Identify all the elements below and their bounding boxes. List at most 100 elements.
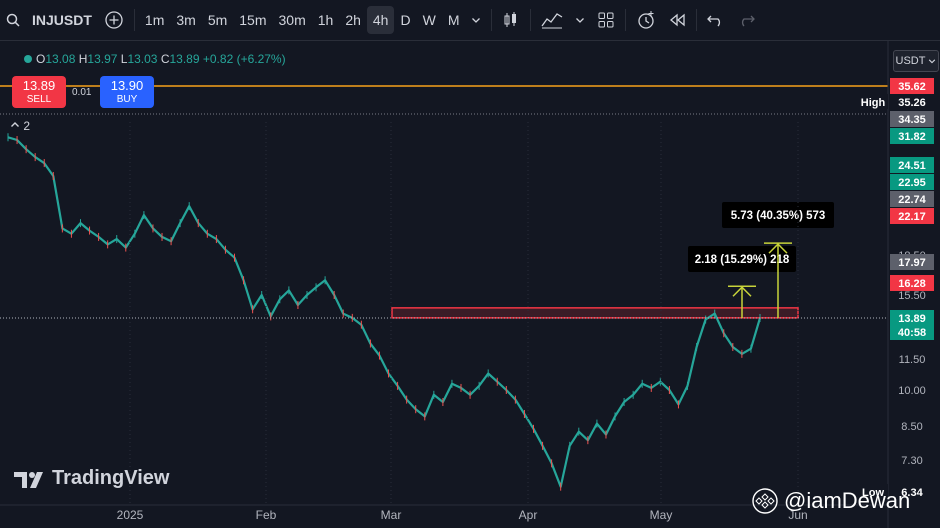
price-label-bg xyxy=(890,191,934,207)
author-handle: @iamDewan xyxy=(784,488,911,513)
timeframe-30m[interactable]: 30m xyxy=(278,12,306,28)
close-value: 13.89 xyxy=(169,52,200,66)
close-label: C xyxy=(160,52,170,66)
price-label-bg xyxy=(890,275,934,291)
timeframe-m[interactable]: M xyxy=(447,12,460,28)
timeframe-15m[interactable]: 15m xyxy=(239,12,267,28)
price-tick-label: 10.00 xyxy=(898,385,926,397)
timeframe-1h[interactable]: 1h xyxy=(317,12,334,28)
candles-chart-type-icon[interactable] xyxy=(496,6,526,34)
layout-grid-icon[interactable] xyxy=(591,6,621,34)
price-chart[interactable]: 2.18 (15.29%) 218 5.73 (40.35%) 573 2025 F… xyxy=(0,41,940,528)
price-tick-label: 34.35 xyxy=(898,114,926,126)
change-value: +0.82 (+6.27%) xyxy=(202,52,286,66)
axis-tag-label: Low xyxy=(862,487,884,499)
timeframe-2h[interactable]: 2h xyxy=(345,12,361,28)
currency-label: USDT xyxy=(895,55,926,67)
low-label: L xyxy=(120,52,128,66)
toolbar-divider xyxy=(530,9,532,31)
axis-tag-label: High xyxy=(861,97,886,109)
price-axis[interactable]: 35.62 High 35.26 34.35 31.82 24.51 22.95 22.74 2… xyxy=(858,41,934,528)
axis-tag-bg xyxy=(858,94,888,109)
buy-label: BUY xyxy=(116,94,138,105)
price-label-bg xyxy=(890,157,934,173)
target-annotations: 2.18 (15.29%) 218 5.73 (40.35%) 573 xyxy=(688,202,834,318)
time-tick-label: Mar xyxy=(381,508,402,522)
timeframe-4h[interactable]: 4h xyxy=(366,6,395,34)
price-tick-label: 31.82 xyxy=(898,131,926,143)
price-tick-label: 22.95 xyxy=(898,177,926,189)
price-tick-label: 6.34 xyxy=(901,487,923,499)
indicators-chevron-down-icon[interactable] xyxy=(569,6,591,34)
price-tick-label: 22.17 xyxy=(898,211,926,223)
target-arrow-head xyxy=(732,286,752,297)
price-tick-label: 8.50 xyxy=(901,421,922,433)
price-tick-label: 35.26 xyxy=(898,97,926,109)
price-label-bg xyxy=(890,324,934,340)
open-value: 13.08 xyxy=(45,52,76,66)
redo-icon[interactable] xyxy=(731,6,761,34)
timeframe-5m[interactable]: 5m xyxy=(207,12,228,28)
price-tick-label: 15.50 xyxy=(898,290,926,302)
author-watermark: @iamDewan xyxy=(752,488,910,514)
price-tick-label: 7.30 xyxy=(901,455,922,467)
replay-rewind-icon[interactable] xyxy=(662,6,692,34)
timeframe-1m[interactable]: 1m xyxy=(144,12,165,28)
target-label: 5.73 (40.35%) 573 xyxy=(731,210,826,222)
price-line xyxy=(7,136,762,488)
currency-chevron-down-icon xyxy=(929,59,936,64)
zone-box xyxy=(391,307,799,319)
time-tick-label: May xyxy=(650,508,673,522)
low-value: 13.03 xyxy=(127,52,158,66)
chevron-up-icon xyxy=(11,122,19,127)
undo-icon[interactable] xyxy=(701,6,731,34)
buy-price: 13.90 xyxy=(110,78,144,93)
price-tick-label: 17.97 xyxy=(898,257,926,269)
symbol-search-icon[interactable] xyxy=(0,6,26,34)
symbol-name[interactable]: INJUSDT xyxy=(32,12,92,28)
time-axis: 2025 Feb Mar Apr May Jun xyxy=(0,122,888,522)
indicator-count: 2 xyxy=(23,119,31,133)
ohlc-legend: O13.08 H13.97 L13.03 C13.89 +0.82 (+6.27… xyxy=(36,52,286,66)
price-tick-label: 11.50 xyxy=(899,354,926,366)
timeframe-more-chevron-icon[interactable] xyxy=(465,6,487,34)
resistance-zone xyxy=(391,307,799,319)
target-arrow-head xyxy=(768,243,788,254)
price-series xyxy=(7,133,762,491)
price-label-bg xyxy=(890,254,934,270)
toolbar-divider xyxy=(491,9,493,31)
indicators-toggle[interactable]: 2 xyxy=(10,119,30,133)
alert-clock-icon[interactable] xyxy=(630,6,662,34)
price-label-bg xyxy=(890,208,934,224)
price-tick-label: 40:58 xyxy=(898,327,926,339)
price-label-bg xyxy=(890,484,934,500)
high-label: H xyxy=(78,52,88,66)
toolbar-divider xyxy=(625,9,627,31)
high-value: 13.97 xyxy=(87,52,118,66)
price-label-bg xyxy=(890,174,934,190)
time-tick-label: Jun xyxy=(788,508,807,522)
binance-logo-icon xyxy=(752,488,778,514)
price-label-bg xyxy=(890,111,934,127)
toolbar-divider xyxy=(133,9,135,31)
spread-value: 0.01 xyxy=(72,87,92,98)
time-tick-label: Apr xyxy=(519,508,538,522)
price-tick-label: 24.51 xyxy=(898,160,926,172)
timeframe-w[interactable]: W xyxy=(422,12,436,28)
timeframe-3m[interactable]: 3m xyxy=(176,12,196,28)
price-tick-label: 35.62 xyxy=(898,81,926,93)
toolbar-divider xyxy=(696,9,698,31)
price-label-bg xyxy=(890,310,934,326)
timeframe-d[interactable]: D xyxy=(400,12,411,28)
sell-button[interactable]: 13.89 SELL xyxy=(12,76,66,108)
buy-button[interactable]: 13.90 BUY xyxy=(100,76,154,108)
price-label-bg xyxy=(890,78,934,94)
price-tick-label: 22.74 xyxy=(898,194,926,206)
time-tick-label: 2025 xyxy=(117,508,144,522)
time-tick-label: Feb xyxy=(256,508,277,522)
indicators-icon[interactable] xyxy=(535,6,569,34)
currency-selector[interactable]: USDT xyxy=(893,50,939,72)
compare-symbol-icon[interactable] xyxy=(98,6,130,34)
brand-name: TradingView xyxy=(52,467,170,489)
market-status-dot xyxy=(24,55,32,63)
